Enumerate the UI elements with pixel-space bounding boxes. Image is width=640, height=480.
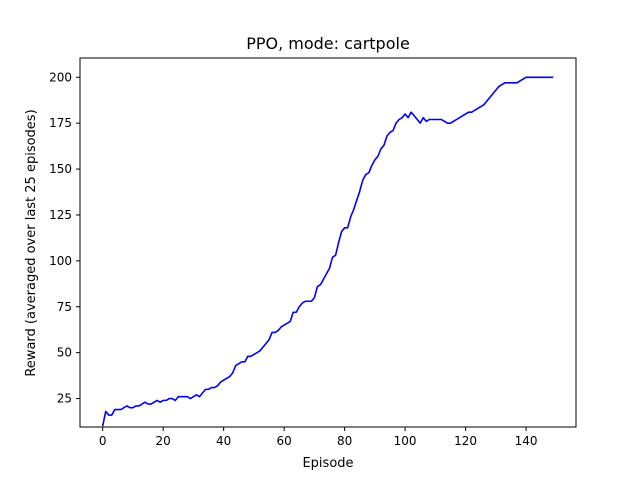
y-tick-label: 175	[49, 116, 72, 130]
x-tick-label: 140	[515, 434, 538, 448]
x-axis-label: Episode	[302, 456, 353, 471]
x-tick-label: 40	[216, 434, 231, 448]
y-tick-label: 150	[49, 162, 72, 176]
chart-title: PPO, mode: cartpole	[246, 34, 410, 53]
y-tick-label: 25	[57, 392, 72, 406]
y-tick-label: 50	[57, 346, 72, 360]
y-tick-label: 125	[49, 208, 72, 222]
y-tick-label: 100	[49, 254, 72, 268]
x-tick-label: 80	[337, 434, 352, 448]
plot-area: 0 20 40 60 80 100 120 140 25 50 75 100 125 150 175 200	[49, 57, 577, 448]
y-tick-label: 75	[57, 300, 72, 314]
y-tick-label: 200	[49, 70, 72, 84]
x-tick-label: 120	[454, 434, 477, 448]
series-line	[101, 76, 554, 427]
x-tick-label: 0	[99, 434, 107, 448]
x-tick-label: 100	[394, 434, 417, 448]
axes-frame	[79, 57, 577, 428]
x-tick-label: 60	[277, 434, 292, 448]
x-tick-label: 20	[156, 434, 171, 448]
y-axis-label: Reward (averaged over last 25 episodes)	[24, 109, 39, 376]
